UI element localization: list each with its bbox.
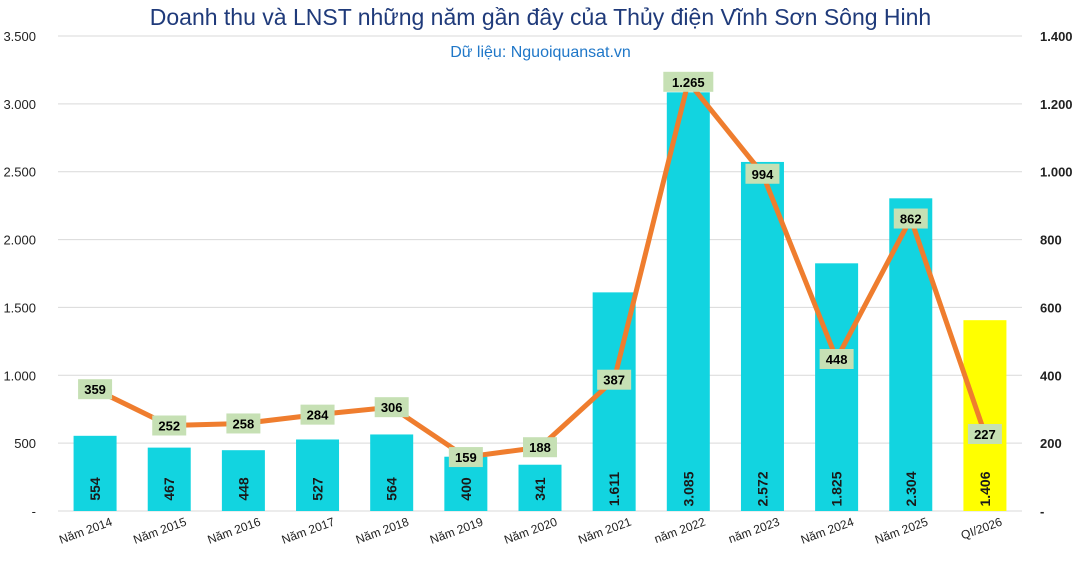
line-label-box	[374, 397, 409, 418]
line-value-label: 258	[233, 416, 255, 431]
line-label-box	[300, 404, 335, 425]
right-tick-label: -	[1040, 504, 1044, 519]
left-tick-label: 3.500	[3, 29, 36, 44]
line-value-label: 387	[603, 373, 625, 388]
revenue-bar	[221, 450, 265, 511]
bar-value-label: 448	[235, 477, 251, 501]
x-tick-label: Năm 2017	[280, 515, 337, 547]
line-value-label: 1.265	[672, 75, 705, 90]
right-tick-label: 400	[1040, 368, 1062, 383]
revenue-bar	[296, 439, 340, 511]
right-tick-label: 600	[1040, 300, 1062, 315]
left-tick-label: 1.500	[3, 300, 36, 315]
left-tick-label: 1.000	[3, 368, 36, 383]
chart-subtitle: Dữ liệu: Nguoiquansat.vn	[450, 44, 631, 61]
left-tick-label: -	[32, 504, 36, 519]
line-label-box	[745, 163, 780, 184]
x-tick-label: QI/2026	[959, 515, 1004, 543]
revenue-bar	[815, 263, 859, 511]
left-tick-label: 3.000	[3, 97, 36, 112]
x-tick-label: Năm 2021	[576, 515, 633, 547]
line-label-box	[152, 415, 187, 436]
bar-value-label: 1.611	[606, 472, 622, 506]
profit-line: 359 252 258 284 306 159 188 387 1.265 994 448 862 22…	[78, 71, 1002, 468]
right-tick-label: 200	[1040, 436, 1062, 451]
bar-value-label: 1.825	[829, 471, 845, 506]
right-axis: - 200 400 600 800 1.000 1.200 1.400	[1040, 29, 1073, 519]
line-label-box	[663, 71, 714, 92]
revenue-bar	[740, 161, 784, 511]
x-tick-label: Năm 2016	[206, 515, 263, 547]
right-tick-label: 800	[1040, 233, 1062, 248]
x-tick-label: năm 2023	[727, 515, 782, 547]
x-tick-label: Năm 2019	[428, 515, 485, 547]
revenue-bar	[147, 447, 191, 511]
bar-value-label: 2.304	[903, 471, 919, 506]
x-tick-label: Năm 2015	[131, 515, 188, 547]
revenue-bar	[518, 464, 562, 511]
bar-value-label: 554	[87, 477, 103, 501]
line-label-box	[78, 379, 113, 400]
bar-value-label: 341	[532, 477, 548, 501]
x-tick-label: Năm 2018	[354, 515, 411, 547]
x-axis: Năm 2014 Năm 2015 Năm 2016 Năm 2017 Năm 2018…	[57, 515, 1004, 547]
line-label-box	[819, 349, 854, 369]
line-label-box	[523, 437, 557, 458]
right-tick-label: 1.000	[1040, 165, 1073, 180]
line-label-box	[967, 423, 1002, 444]
line-value-label: 448	[826, 352, 848, 367]
line-value-label: 159	[455, 450, 477, 465]
line-label-box	[597, 369, 632, 390]
left-tick-label: 500	[14, 436, 36, 451]
line-label-box	[448, 447, 483, 468]
bar-value-label: 527	[310, 477, 326, 501]
revenue-bar	[73, 435, 117, 511]
line-label-box	[226, 413, 261, 434]
line-value-label: 227	[974, 427, 996, 442]
bar-value-label: 1.406	[977, 471, 993, 506]
right-tick-label: 1.400	[1040, 29, 1073, 44]
line-value-label: 862	[900, 212, 922, 227]
revenue-bar	[666, 92, 710, 512]
bar-value-label: 400	[458, 477, 474, 501]
chart-title: Doanh thu và LNST những năm gần đây của …	[149, 4, 932, 30]
bar-value-label: 467	[161, 477, 177, 501]
revenue-bars: 554 467 448 527 564 400 341 1.611 3.085 2.572 1.82…	[73, 92, 1007, 512]
line-label-box	[893, 208, 928, 229]
bar-value-label: 2.572	[754, 471, 770, 506]
x-tick-label: Năm 2020	[502, 515, 559, 547]
x-tick-label: Năm 2014	[57, 515, 114, 547]
right-tick-label: 1.200	[1040, 97, 1073, 112]
revenue-bar	[370, 434, 414, 511]
revenue-bar	[963, 320, 1007, 511]
line-value-label: 306	[381, 400, 403, 415]
line-value-label: 252	[158, 419, 180, 434]
line-value-label: 188	[529, 440, 551, 455]
line-value-label: 284	[307, 408, 329, 423]
x-tick-label: năm 2022	[652, 515, 707, 547]
bar-value-label: 3.085	[680, 471, 696, 506]
line-value-label: 359	[84, 382, 106, 397]
left-tick-label: 2.000	[3, 233, 36, 248]
left-axis: - 500 1.000 1.500 2.000 2.500 3.000 3.500	[3, 29, 36, 519]
left-tick-label: 2.500	[3, 165, 36, 180]
x-tick-label: Năm 2024	[799, 515, 856, 547]
bar-value-label: 564	[384, 477, 400, 501]
line-value-label: 994	[752, 167, 774, 182]
x-tick-label: Năm 2025	[873, 515, 930, 547]
